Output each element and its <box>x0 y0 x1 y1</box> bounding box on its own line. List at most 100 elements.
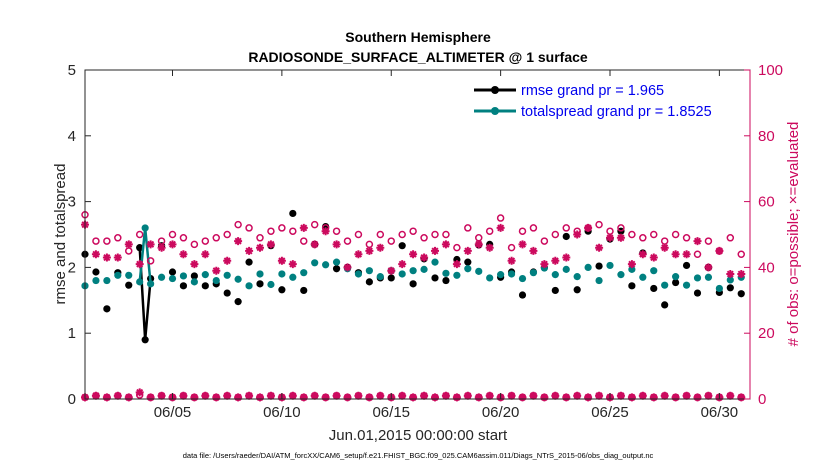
point-rmse <box>464 258 472 266</box>
point-rmse <box>661 301 669 309</box>
point-rmse <box>201 282 209 290</box>
point-rmse <box>136 244 144 252</box>
point-evaluated-obs <box>354 250 363 259</box>
point-evaluated-obs <box>693 393 702 402</box>
legend-spread: totalspread grand pr = 1.8525 <box>521 104 712 120</box>
point-possible-obs <box>267 227 275 235</box>
point-possible-obs <box>135 230 144 239</box>
point-rmse <box>573 286 581 294</box>
point-possible-obs <box>300 237 308 245</box>
data-file-note: data file: /Users/raeder/DAI/ATM_forcXX/… <box>183 451 654 460</box>
chart-subtitle: RADIOSONDE_SURFACE_ALTIMETER @ 1 surface <box>248 49 588 65</box>
point-evaluated-obs <box>245 391 254 400</box>
point-possible-obs <box>453 243 461 252</box>
y-tick-label: 2 <box>68 259 76 276</box>
point-spread <box>661 281 669 289</box>
point-evaluated-obs <box>146 393 155 402</box>
point-possible-obs <box>409 227 417 235</box>
point-evaluated-obs <box>321 393 330 402</box>
point-evaluated-obs <box>113 253 122 262</box>
point-evaluated-obs <box>715 246 724 255</box>
point-spread <box>92 276 100 285</box>
point-evaluated-obs <box>584 223 593 232</box>
point-evaluated-obs <box>660 243 669 252</box>
x-tick-label: 06/10 <box>263 404 301 421</box>
point-evaluated-obs <box>573 391 582 400</box>
point-spread <box>420 265 428 273</box>
point-rmse <box>650 284 658 293</box>
point-evaluated-obs <box>540 393 549 402</box>
point-spread <box>693 274 702 282</box>
point-rmse <box>190 272 198 280</box>
point-evaluated-obs <box>584 393 593 402</box>
point-evaluated-obs <box>376 243 385 252</box>
point-evaluated-obs <box>256 243 264 252</box>
x-tick-label: 06/30 <box>701 404 739 421</box>
point-rmse <box>256 280 264 288</box>
point-spread <box>606 261 614 270</box>
point-possible-obs <box>496 214 505 222</box>
point-evaluated-obs <box>354 391 363 400</box>
point-evaluated-obs <box>157 243 166 252</box>
point-spread <box>114 271 122 279</box>
point-possible-obs <box>310 220 319 229</box>
y-tick-label: 4 <box>68 128 76 145</box>
point-evaluated-obs <box>299 393 308 402</box>
point-possible-obs <box>464 224 472 232</box>
point-rmse <box>682 261 691 270</box>
y-tick-label: 5 <box>68 62 76 79</box>
point-evaluated-obs <box>212 393 221 402</box>
point-evaluated-obs <box>616 391 625 400</box>
point-possible-obs <box>693 250 702 258</box>
point-spread <box>190 278 198 286</box>
legend-marker-spread <box>491 107 499 115</box>
y-tick-label: 1 <box>68 325 76 342</box>
point-spread <box>628 265 636 273</box>
point-possible-obs <box>343 237 352 245</box>
point-evaluated-obs <box>616 233 625 242</box>
x-tick-label: 06/05 <box>154 404 192 421</box>
point-evaluated-obs <box>595 391 604 400</box>
point-rmse <box>92 268 100 276</box>
point-evaluated-obs <box>365 393 374 402</box>
point-evaluated-obs <box>649 393 658 402</box>
point-rmse <box>431 274 439 282</box>
point-rmse <box>332 265 341 273</box>
point-evaluated-obs <box>737 270 746 278</box>
point-rmse <box>737 290 745 298</box>
point-possible-obs <box>278 224 286 232</box>
point-evaluated-obs <box>409 250 418 259</box>
point-rmse <box>103 305 111 313</box>
point-possible-obs <box>420 234 428 242</box>
point-spread <box>234 275 242 283</box>
point-spread <box>245 282 253 290</box>
point-evaluated-obs <box>474 240 483 249</box>
point-evaluated-obs <box>474 393 483 402</box>
point-rmse <box>289 209 297 218</box>
point-spread <box>300 269 308 277</box>
point-evaluated-obs <box>343 263 352 272</box>
legend-marker-rmse <box>491 86 499 94</box>
point-evaluated-obs <box>343 393 352 402</box>
y-axis-right-label: # of obs: o=possible; ×=evaluated <box>785 122 802 347</box>
point-spread <box>617 271 625 279</box>
point-rmse <box>562 232 570 241</box>
point-evaluated-obs <box>704 263 713 272</box>
point-spread <box>278 270 286 278</box>
point-spread <box>507 270 516 278</box>
point-possible-obs <box>737 250 745 258</box>
point-evaluated-obs <box>606 233 614 242</box>
point-spread <box>409 267 417 275</box>
point-spread <box>354 270 363 278</box>
point-spread <box>704 273 713 281</box>
point-evaluated-obs <box>529 391 538 400</box>
point-evaluated-obs <box>223 391 232 400</box>
y-right-tick-label: 40 <box>758 259 775 276</box>
point-evaluated-obs <box>157 391 166 400</box>
point-possible-obs <box>650 230 658 239</box>
point-evaluated-obs <box>507 256 516 265</box>
point-rmse <box>168 268 177 276</box>
point-spread <box>595 276 603 285</box>
point-evaluated-obs <box>726 391 735 400</box>
